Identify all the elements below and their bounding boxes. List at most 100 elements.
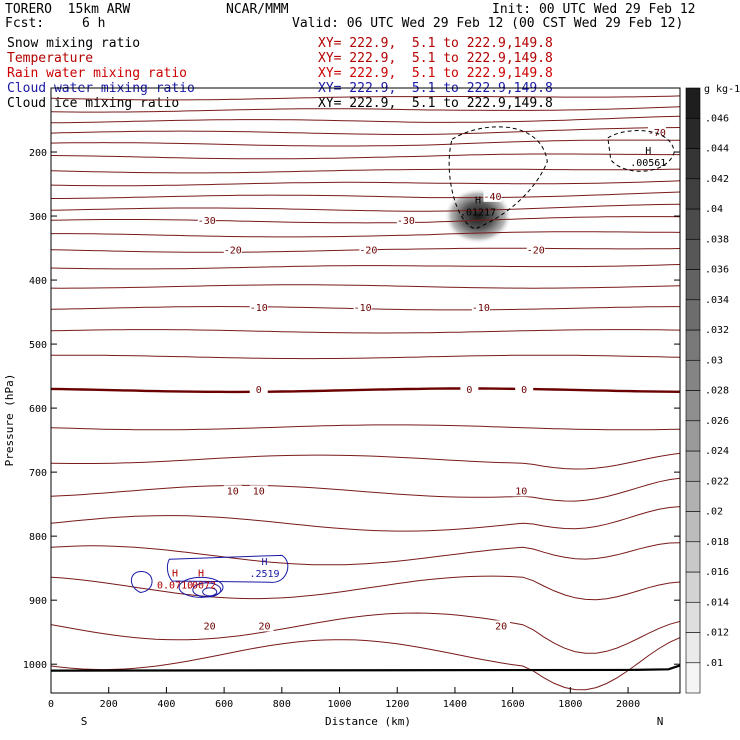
colorbar-swatch xyxy=(685,208,701,240)
terrain-line xyxy=(51,664,680,672)
maximum-value: .2519 xyxy=(249,569,279,580)
temperature-contour xyxy=(51,115,680,124)
temperature-contour xyxy=(51,153,680,160)
temperature-contour xyxy=(51,180,680,187)
temperature-contour xyxy=(51,506,680,532)
maximum-marker: H xyxy=(475,195,481,206)
temperature-contour-label: -10 xyxy=(472,303,490,314)
colorbar-tick-label: .022 xyxy=(705,476,729,487)
colorbar-swatch xyxy=(685,238,701,270)
plot-area: -70-40-30 -30-20 -20 -20-10 -10 -100 0 010 10 102… xyxy=(51,95,680,691)
colorbar-swatch xyxy=(685,541,701,573)
temperature-contour xyxy=(51,264,680,270)
colorbar-units: g kg-1 xyxy=(704,84,740,95)
maximum-marker: H xyxy=(645,146,651,157)
colorbar-swatch xyxy=(685,148,701,180)
colorbar-tick-label: .04 xyxy=(705,204,723,215)
legend-temperature-name: Temperature xyxy=(7,51,94,66)
temperature-contour-label: 0 xyxy=(466,385,472,396)
y-axis-label: Pressure (hPa) xyxy=(3,374,16,467)
maximum-marker: H xyxy=(172,569,178,580)
legend-cloud-ice-xy: XY= 222.9, 5.1 to 222.9,149.8 xyxy=(318,96,553,111)
y-tick-label: 600 xyxy=(29,404,47,415)
plot-content: -70-40-30 -30-20 -20 -20-10 -10 -100 0 010 10 102… xyxy=(51,95,680,691)
x-tick-label: 600 xyxy=(215,699,233,710)
plot-frame xyxy=(50,87,681,694)
x-tick-label: 400 xyxy=(157,699,175,710)
temperature-contour xyxy=(51,354,680,360)
cloud-water-contour xyxy=(178,576,224,598)
colorbar-tick-label: .02 xyxy=(705,507,723,518)
y-tick-label: 400 xyxy=(29,276,47,287)
colorbar-tick-label: .046 xyxy=(705,113,729,124)
x-tick-label: 1400 xyxy=(443,699,467,710)
x-axis-north-label: N xyxy=(657,715,664,728)
x-tick-label: 1000 xyxy=(327,699,351,710)
colorbar-tick-label: .036 xyxy=(705,265,729,276)
colorbar-swatch xyxy=(685,601,701,633)
init-time: Init: 00 UTC Wed 29 Feb 12 xyxy=(492,2,696,17)
temperature-contour xyxy=(51,216,680,224)
temperature-contour xyxy=(51,612,680,654)
temperature-contour xyxy=(51,637,680,691)
colorbar-tick-label: .012 xyxy=(705,628,729,639)
x-tick-label: 1600 xyxy=(501,699,525,710)
temperature-contour-label: -10 xyxy=(250,303,268,314)
temperature-contour xyxy=(51,191,680,199)
colorbar-tick-label: .026 xyxy=(705,416,729,427)
maximum-value: 0.0710 xyxy=(157,581,193,592)
colorbar-swatch xyxy=(685,662,701,694)
temperature-contour-label: -20 xyxy=(224,246,242,257)
y-tick-label: 700 xyxy=(29,468,47,479)
colorbar-swatch xyxy=(685,511,701,543)
maximum-marker: H xyxy=(261,557,267,568)
colorbar-swatch xyxy=(685,420,701,452)
y-tick-label: 200 xyxy=(29,148,47,159)
temperature-contour xyxy=(51,231,680,238)
valid-time: Valid: 06 UTC Wed 29 Feb 12 (00 CST Wed … xyxy=(292,16,684,31)
colorbar-swatch xyxy=(685,390,701,422)
colorbar-swatch xyxy=(685,299,701,331)
legend-snow-xy: XY= 222.9, 5.1 to 222.9,149.8 xyxy=(318,36,553,51)
temperature-contour xyxy=(51,452,680,470)
legend-temperature-xy: XY= 222.9, 5.1 to 222.9,149.8 xyxy=(318,51,553,66)
forecast-value: 6 h xyxy=(82,16,106,31)
colorbar-tick-label: .014 xyxy=(705,597,729,608)
x-tick-label: 1800 xyxy=(558,699,582,710)
colorbar-swatch xyxy=(685,269,701,301)
temperature-contour-label: 10 xyxy=(253,486,265,497)
model-title: TORERO 15km ARW xyxy=(5,2,131,17)
colorbar-tick-label: .038 xyxy=(705,234,729,245)
colorbar-swatch xyxy=(685,178,701,210)
x-tick-label: 800 xyxy=(273,699,291,710)
snow-shading xyxy=(444,188,513,245)
cloud-water-contour xyxy=(130,571,153,593)
temperature-contour xyxy=(51,477,680,502)
temperature-contour-label: 10 xyxy=(227,486,239,497)
x-tick-label: 2000 xyxy=(616,699,640,710)
temperature-contour xyxy=(51,203,680,212)
temperature-contour-label: 10 xyxy=(515,486,527,497)
y-tick-label: 500 xyxy=(29,340,47,351)
legend-rain-name: Rain water mixing ratio xyxy=(7,66,188,81)
y-tick-label: 300 xyxy=(29,212,47,223)
colorbar-tick-label: .016 xyxy=(705,567,729,578)
temperature-contour-label: 0 xyxy=(521,385,527,396)
colorbar-swatch xyxy=(685,117,701,149)
legend-rain-xy: XY= 222.9, 5.1 to 222.9,149.8 xyxy=(318,66,553,81)
x-axis-label: Distance (km) xyxy=(325,715,411,728)
temperature-contour-label: -20 xyxy=(359,246,377,257)
colorbar-tick-label: .028 xyxy=(705,386,729,397)
cloud-ice-contour xyxy=(448,126,548,230)
temperature-contour-label: -40 xyxy=(483,192,501,203)
temperature-contour xyxy=(51,329,680,334)
temperature-contour-label: -20 xyxy=(527,246,545,257)
colorbar-swatch xyxy=(685,632,701,664)
y-tick-label: 800 xyxy=(29,532,47,543)
temperature-contour xyxy=(51,106,680,113)
cloud-water-contour xyxy=(192,582,222,598)
temperature-contour-label: -30 xyxy=(397,216,415,227)
temperature-contour xyxy=(51,168,680,174)
y-tick-label: 1000 xyxy=(23,660,47,671)
